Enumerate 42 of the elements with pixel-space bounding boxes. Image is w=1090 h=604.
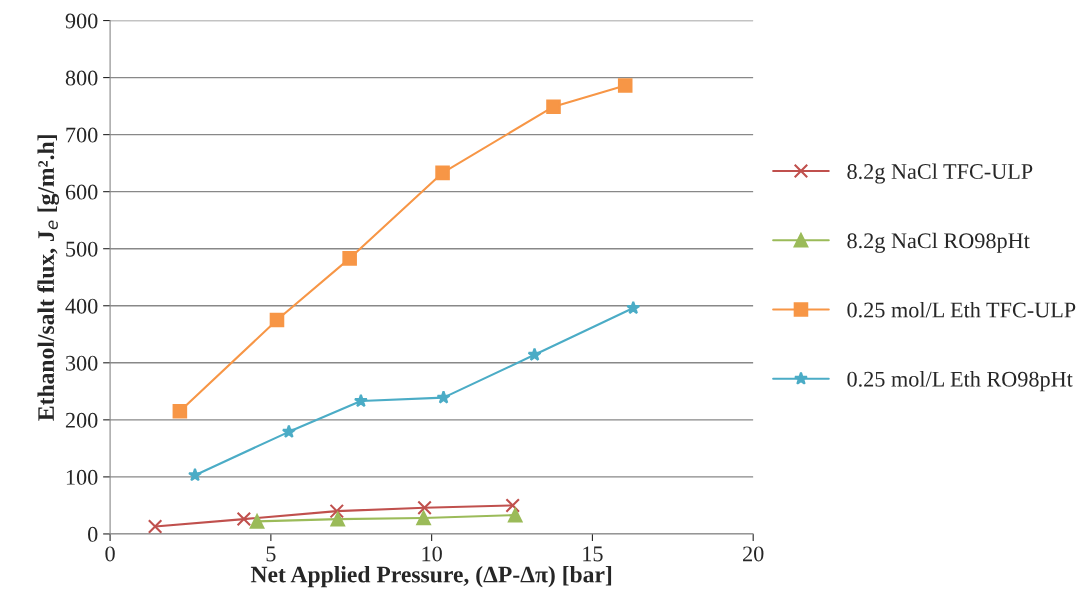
point [249, 514, 265, 529]
point [546, 99, 561, 114]
y-tick-label: 500 [66, 241, 98, 257]
point [236, 511, 252, 527]
y-tick-label: 400 [65, 298, 98, 314]
point [330, 511, 346, 527]
y-tick-label: 900 [65, 13, 98, 29]
point [269, 312, 285, 328]
x-tick-label: 20 [743, 546, 764, 562]
y-axis-title: Ethanol/salt flux, J$_{e}$ [g/m².h] [37, 135, 60, 421]
x-tick-label: 10 [422, 546, 442, 562]
point [505, 498, 520, 513]
legend-label: 8.2g NaCl RO98pHt [847, 232, 1030, 253]
y-tick-label: 200 [65, 412, 98, 428]
legend-label: 0.25 mol/L Eth TFC-ULP [847, 301, 1076, 318]
y-tick-label: 0 [88, 526, 98, 542]
point [507, 507, 523, 523]
point [417, 500, 432, 515]
legend-label: 0.25 mol/L Eth RO98pHt [847, 371, 1073, 392]
point [436, 390, 451, 404]
x-axis-title: Net Applied Pressure, (ΔP-Δπ) [bar] [250, 565, 612, 588]
point [617, 78, 633, 93]
y-tick-label: 300 [66, 355, 98, 371]
point [329, 503, 345, 519]
point [342, 251, 357, 266]
point [188, 467, 202, 482]
y-tick-label: 100 [66, 469, 98, 485]
point [435, 165, 450, 181]
point [281, 424, 296, 438]
point [527, 347, 542, 361]
y-tick-label: 700 [66, 127, 98, 143]
y-tick-label: 600 [65, 184, 98, 200]
y-tick-label: 800 [65, 70, 98, 86]
point [172, 404, 188, 419]
x-tick-label: 15 [583, 546, 603, 562]
legend-label: 8.2g NaCl TFC-ULP [847, 163, 1033, 184]
x-tick-label: 5 [266, 546, 276, 562]
point [416, 510, 431, 526]
x-tick-label: 0 [105, 546, 115, 562]
point [147, 519, 163, 534]
point [353, 393, 368, 408]
point [626, 300, 641, 315]
